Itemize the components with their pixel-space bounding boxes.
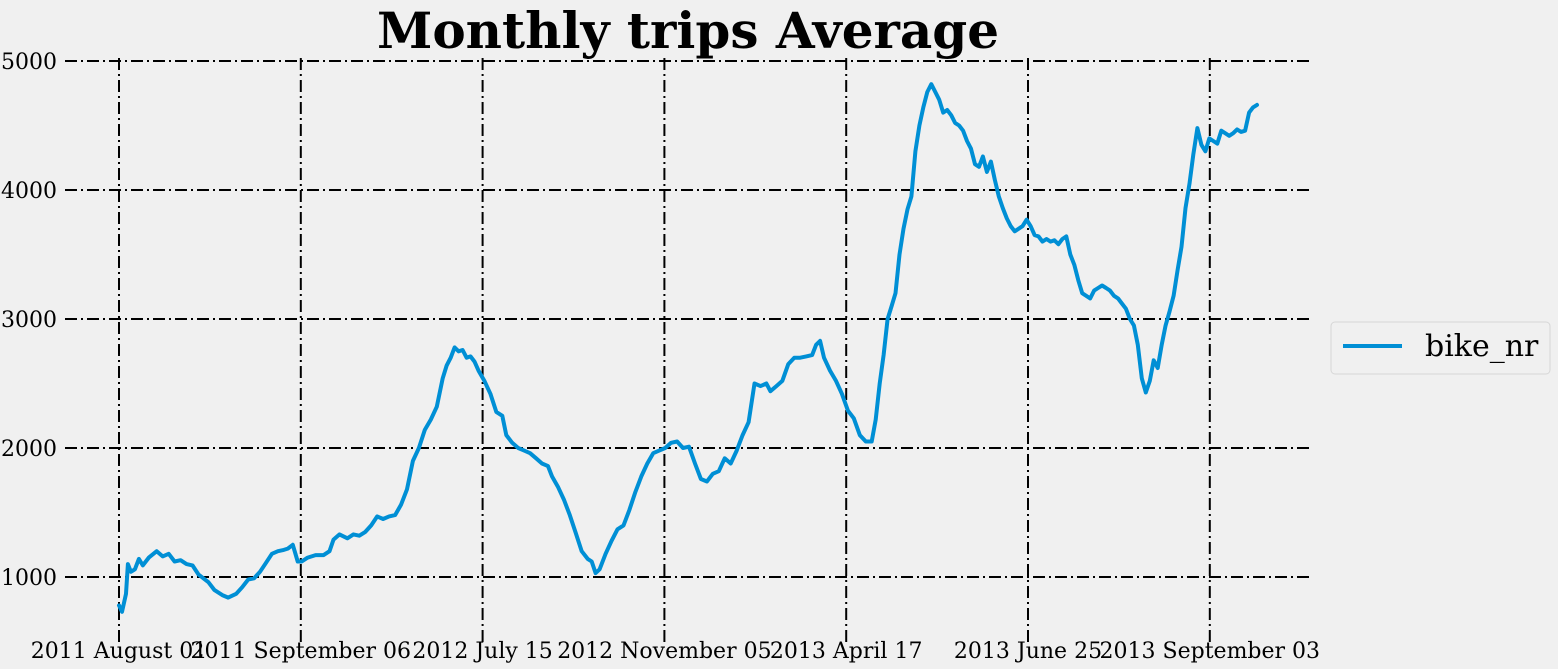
x-tick-label: 2013 September 03 [1100,639,1320,664]
series-line-bike-nr [117,82,1259,614]
x-tick-label: 2011 August 01 [31,639,207,664]
legend[interactable]: bike_nr [1330,321,1551,375]
series-group [117,82,1259,614]
y-tick-label: 1000 [1,566,57,591]
x-tick-label: 2012 November 05 [557,639,771,664]
y-axis: 1000 2000 3000 4000 5000 [1,50,57,591]
y-tick-label: 5000 [1,50,57,75]
legend-box [1330,321,1551,375]
y-tick-label: 3000 [1,308,57,333]
chart-title: Monthly trips Average [377,1,999,60]
grid [65,58,1313,642]
x-tick-label: 2013 June 25 [954,639,1102,664]
x-tick-label: 2013 April 17 [770,639,923,664]
y-tick-label: 2000 [1,437,57,462]
legend-label-bike-nr: bike_nr [1425,329,1539,364]
x-tick-label: 2012 July 15 [412,639,552,664]
y-tick-label: 4000 [1,179,57,204]
x-tick-label: 2011 September 06 [191,639,411,664]
